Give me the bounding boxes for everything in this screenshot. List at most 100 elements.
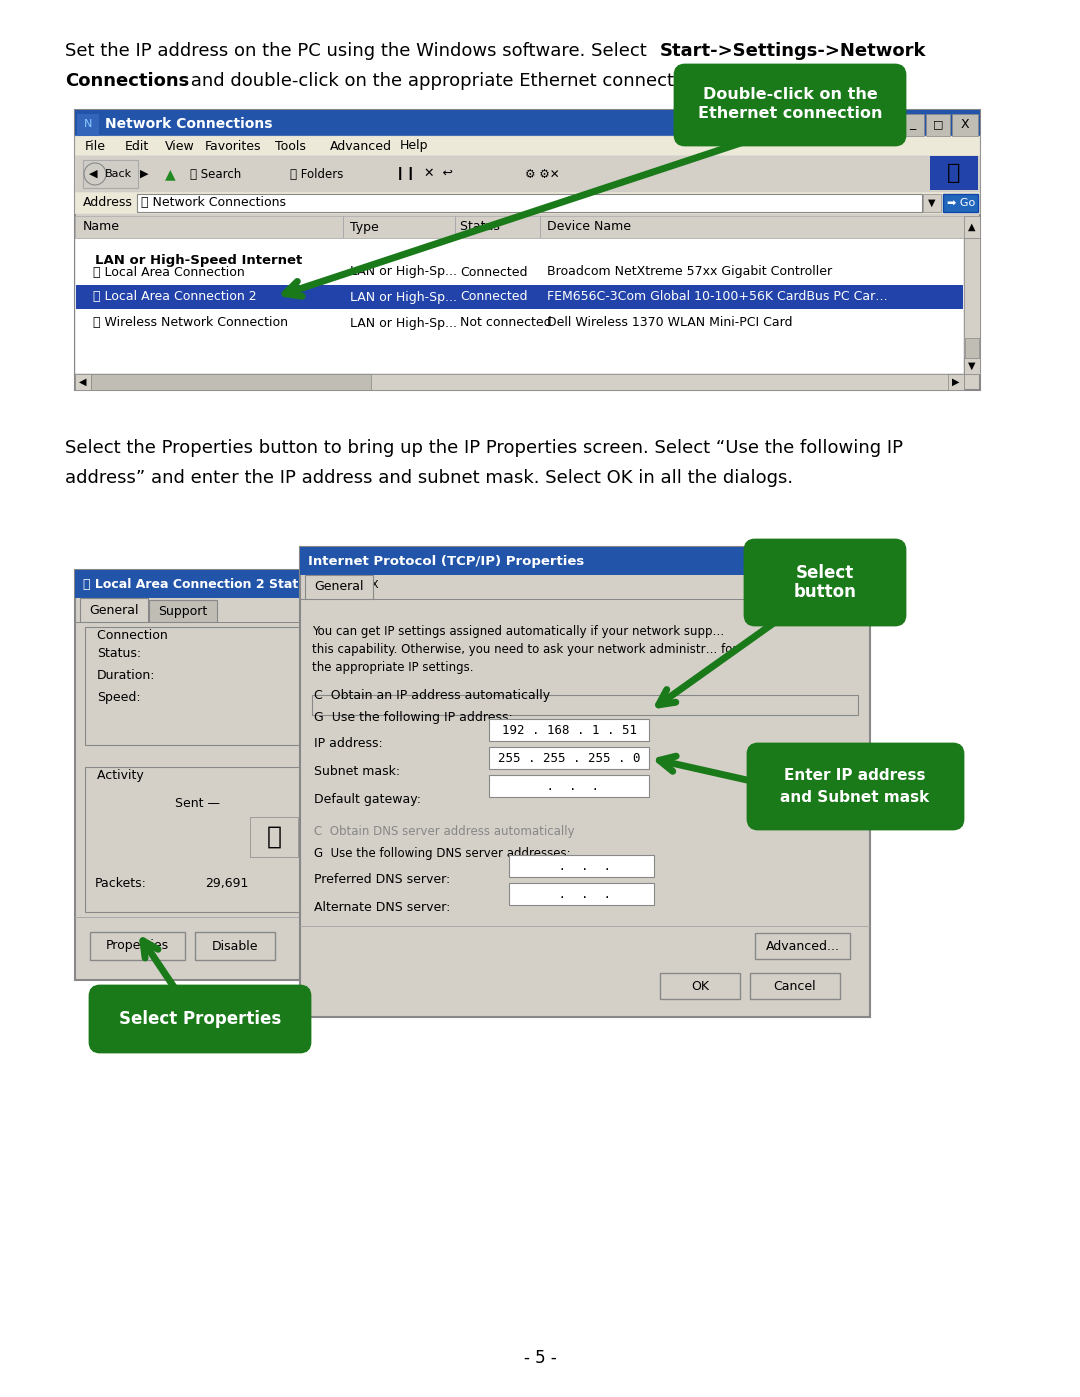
Bar <box>964 358 980 374</box>
Text: Connected: Connected <box>460 291 527 303</box>
Text: ◀: ◀ <box>79 377 86 387</box>
Text: Ethernet connection: Ethernet connection <box>698 106 882 122</box>
Bar <box>85 627 375 745</box>
Bar <box>660 972 740 999</box>
Text: 29,691: 29,691 <box>205 877 248 890</box>
Bar <box>137 194 922 212</box>
Text: ▲: ▲ <box>969 222 975 232</box>
Text: ?: ? <box>837 557 842 567</box>
Bar <box>312 694 858 715</box>
Bar <box>91 374 372 390</box>
Text: Edit: Edit <box>125 140 149 152</box>
Bar <box>489 747 649 768</box>
Text: G  Use the following DNS server addresses:: G Use the following DNS server addresses… <box>314 847 570 861</box>
Bar <box>85 767 375 912</box>
Bar <box>75 110 980 390</box>
Text: ▼: ▼ <box>928 198 935 208</box>
Text: Set the IP address on the PC using the Windows software. Select: Set the IP address on the PC using the W… <box>65 42 652 60</box>
Text: General: General <box>314 581 364 594</box>
Text: 🔌 Local Area Connection 2 Status: 🔌 Local Area Connection 2 Status <box>83 577 314 591</box>
Text: Duration:: Duration: <box>97 669 156 682</box>
Text: You can get IP settings assigned automatically if your network supp…: You can get IP settings assigned automat… <box>312 624 725 638</box>
Text: .  .  .: . . . <box>551 887 611 901</box>
Text: Disable: Disable <box>212 940 258 953</box>
Text: Internet Protocol (TCP/IP) Properties: Internet Protocol (TCP/IP) Properties <box>308 555 584 567</box>
Text: Status:: Status: <box>97 647 141 659</box>
Text: address” and enter the IP address and subnet mask. Select OK in all the dialogs.: address” and enter the IP address and su… <box>65 469 793 488</box>
Text: Help: Help <box>400 140 429 152</box>
Text: the appropriate IP settings.: the appropriate IP settings. <box>312 661 473 673</box>
Text: Advanced...: Advanced... <box>766 940 840 953</box>
Text: ▲: ▲ <box>165 168 176 182</box>
Text: Support: Support <box>159 605 207 617</box>
Text: Subnet mask:: Subnet mask: <box>314 766 400 778</box>
Text: ◀: ◀ <box>89 169 97 179</box>
Text: 255 . 255 . 255 . 0: 255 . 255 . 255 . 0 <box>498 752 640 764</box>
Text: Double-click on the: Double-click on the <box>703 87 877 102</box>
Bar <box>365 576 383 594</box>
Text: Default gateway:: Default gateway: <box>314 793 421 806</box>
Bar <box>923 194 941 212</box>
Text: 📶 Wireless Network Connection: 📶 Wireless Network Connection <box>93 317 288 330</box>
Bar <box>195 932 275 960</box>
Text: Connection: Connection <box>93 629 172 643</box>
Text: Connections: Connections <box>65 73 189 89</box>
Circle shape <box>84 163 106 184</box>
Bar <box>76 285 963 309</box>
Text: Properties: Properties <box>106 940 168 953</box>
Text: Packets:: Packets: <box>95 877 147 890</box>
Text: 🔍 Search: 🔍 Search <box>190 168 241 180</box>
Bar <box>75 191 980 214</box>
Text: X: X <box>961 117 970 130</box>
Bar <box>305 576 373 599</box>
Bar <box>75 136 980 156</box>
Bar <box>347 576 363 594</box>
Text: ➡ Go: ➡ Go <box>947 198 975 208</box>
Text: X: X <box>855 557 863 567</box>
Text: ?: ? <box>352 580 357 590</box>
Text: Activity: Activity <box>93 768 148 782</box>
Text: G  Use the following IP address:: G Use the following IP address: <box>314 711 513 724</box>
Text: Sent —: Sent — <box>175 798 220 810</box>
Text: X: X <box>370 580 378 590</box>
Bar <box>75 217 964 237</box>
Text: and double-click on the appropriate Ethernet connection.: and double-click on the appropriate Ethe… <box>185 73 707 89</box>
FancyBboxPatch shape <box>748 745 963 828</box>
Text: button: button <box>794 583 856 601</box>
Text: LAN or High-Speed Internet: LAN or High-Speed Internet <box>95 254 302 267</box>
Bar <box>77 115 99 136</box>
Text: ❙❙  ✕  ↩: ❙❙ ✕ ↩ <box>395 168 453 180</box>
Text: Not connected: Not connected <box>460 317 552 330</box>
Text: _: _ <box>909 117 915 130</box>
Text: St​atus: St​atus <box>460 221 500 233</box>
Bar <box>300 548 870 576</box>
Bar <box>832 553 848 571</box>
Text: Select Properties: Select Properties <box>119 1010 281 1028</box>
Text: Cancel: Cancel <box>773 979 816 992</box>
Text: Back: Back <box>105 169 132 179</box>
Bar <box>80 598 148 622</box>
Text: Select: Select <box>796 564 854 583</box>
Bar <box>75 570 384 598</box>
Text: Preferred DNS server:: Preferred DNS server: <box>314 873 450 886</box>
Bar <box>300 548 870 1017</box>
Bar <box>755 933 850 958</box>
Bar <box>964 237 980 374</box>
Bar <box>948 374 964 390</box>
Text: FEM656C-3Com Global 10-100+56K CardBus PC Car…: FEM656C-3Com Global 10-100+56K CardBus P… <box>546 291 888 303</box>
Text: C  Obtain an IP address automatically: C Obtain an IP address automatically <box>314 689 550 703</box>
Text: 🖥: 🖥 <box>267 826 282 849</box>
Bar <box>83 161 138 189</box>
Text: □: □ <box>933 119 943 129</box>
Text: this capability. Otherwise, you need to ask your network administr… for: this capability. Otherwise, you need to … <box>312 643 738 657</box>
Text: Network Connections: Network Connections <box>105 117 272 131</box>
Text: .  .  .: . . . <box>551 859 611 873</box>
Bar <box>900 115 924 136</box>
Bar <box>489 719 649 740</box>
Text: Broadcom NetXtreme 57xx Gigabit Controller: Broadcom NetXtreme 57xx Gigabit Controll… <box>546 265 832 278</box>
Bar <box>149 599 217 622</box>
Text: ▼: ▼ <box>969 360 975 372</box>
Bar <box>489 775 649 798</box>
Bar <box>75 156 980 191</box>
Text: .  .  .: . . . <box>539 780 599 792</box>
